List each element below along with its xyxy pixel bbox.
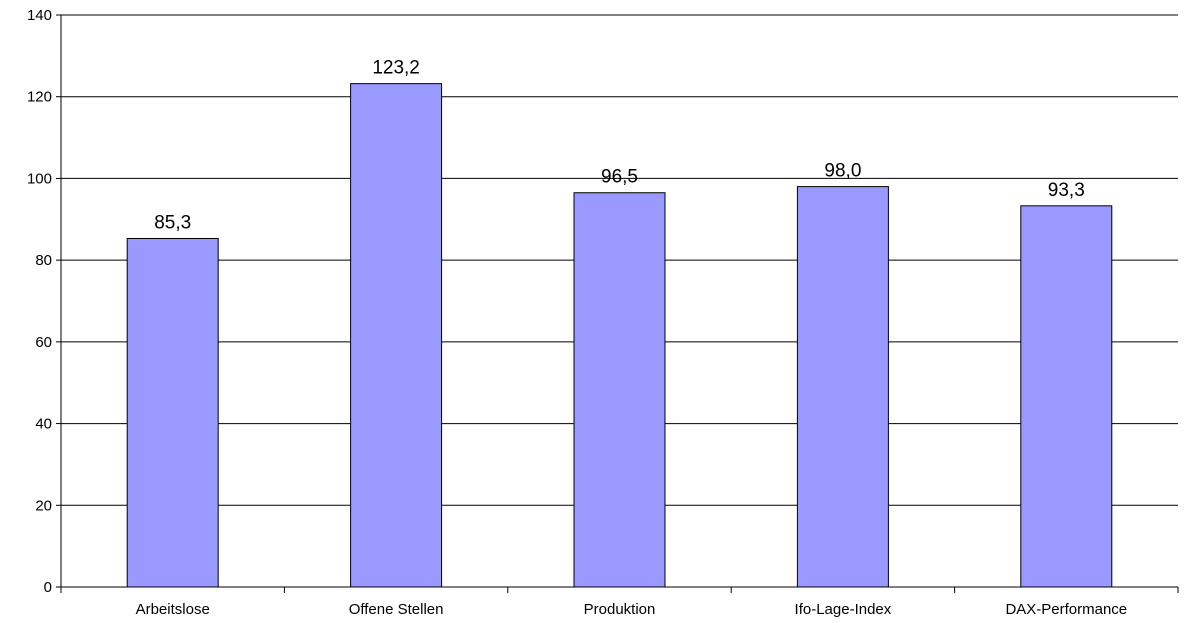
bar-value-label: 123,2 [372, 58, 420, 79]
y-tick-label: 120 [27, 89, 52, 106]
bar-value-label: 96,5 [601, 167, 638, 188]
x-category-label: Arbeitslose [136, 601, 210, 618]
y-tick-label: 40 [35, 416, 52, 433]
bar-value-label: 93,3 [1048, 180, 1085, 201]
x-category-label: Ifo-Lage-Index [795, 601, 892, 618]
y-tick-label: 140 [27, 7, 52, 24]
y-tick-label: 60 [35, 334, 52, 351]
bars [126, 83, 1113, 588]
value-labels: 85,3 123,2 96,5 98,0 93,3 [154, 58, 1085, 234]
bar [796, 186, 889, 588]
x-category-label: Offene Stellen [349, 601, 444, 618]
x-category-label: DAX-Performance [1005, 601, 1127, 618]
y-tick-label: 80 [35, 252, 52, 269]
bar [350, 83, 443, 588]
y-tick-label: 20 [35, 497, 52, 514]
bar [126, 237, 219, 588]
y-axis-ticks: 0 20 40 60 80 100 120 140 [27, 7, 61, 596]
bar [1020, 205, 1113, 588]
bar-value-label: 85,3 [154, 212, 191, 233]
x-category-label: Produktion [584, 601, 656, 618]
bar [573, 192, 666, 588]
x-axis-categories: Arbeitslose Offene Stellen Produktion Ifo-L… [136, 601, 1128, 618]
axes [60, 15, 1179, 593]
y-tick-label: 0 [44, 579, 52, 596]
y-tick-label: 100 [27, 170, 52, 187]
bar-value-label: 98,0 [824, 161, 861, 182]
